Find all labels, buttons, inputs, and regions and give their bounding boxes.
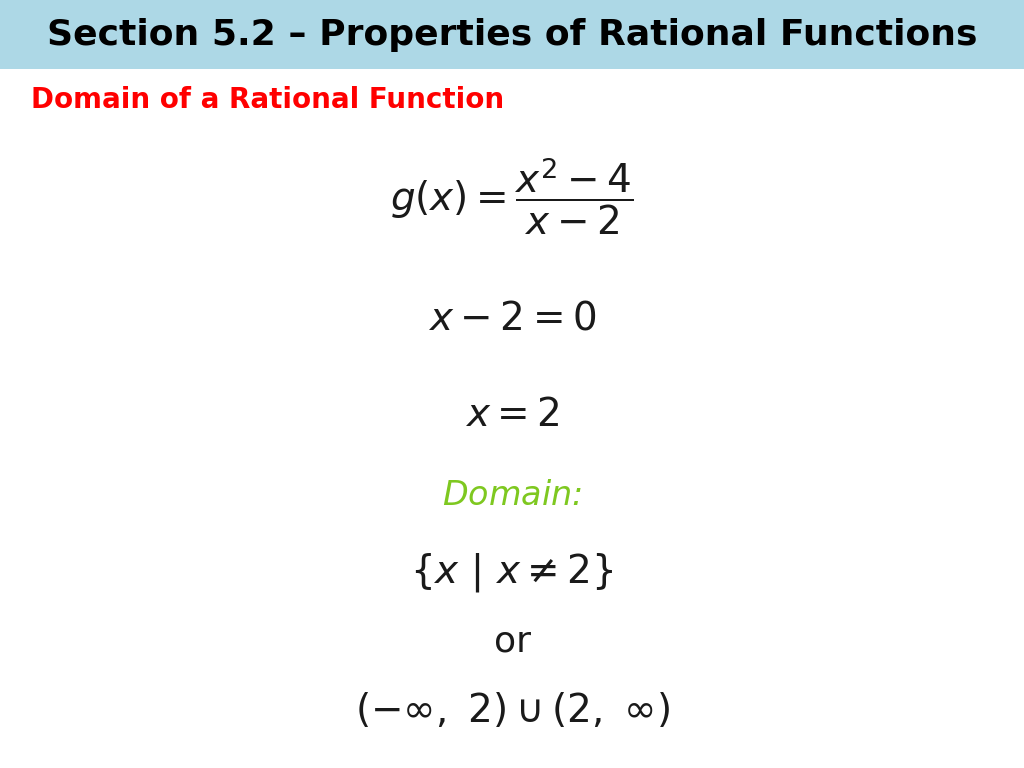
Text: $(-\infty,\ 2) \cup (2,\ \infty)$: $(-\infty,\ 2) \cup (2,\ \infty)$ xyxy=(354,691,670,730)
Text: $x - 2 = 0$: $x - 2 = 0$ xyxy=(428,300,596,338)
Text: $g(x) = \dfrac{x^2 - 4}{x - 2}$: $g(x) = \dfrac{x^2 - 4}{x - 2}$ xyxy=(390,155,634,237)
Text: $x = 2$: $x = 2$ xyxy=(465,396,559,434)
Bar xyxy=(0,0,1024,69)
Text: $\mathit{Domain}$:: $\mathit{Domain}$: xyxy=(442,479,582,511)
Text: $\{x\ |\ x \neq 2\}$: $\{x\ |\ x \neq 2\}$ xyxy=(411,551,613,594)
Text: Domain of a Rational Function: Domain of a Rational Function xyxy=(31,86,504,114)
Text: Section 5.2 – Properties of Rational Functions: Section 5.2 – Properties of Rational Fun… xyxy=(47,18,977,51)
Text: or: or xyxy=(494,624,530,658)
